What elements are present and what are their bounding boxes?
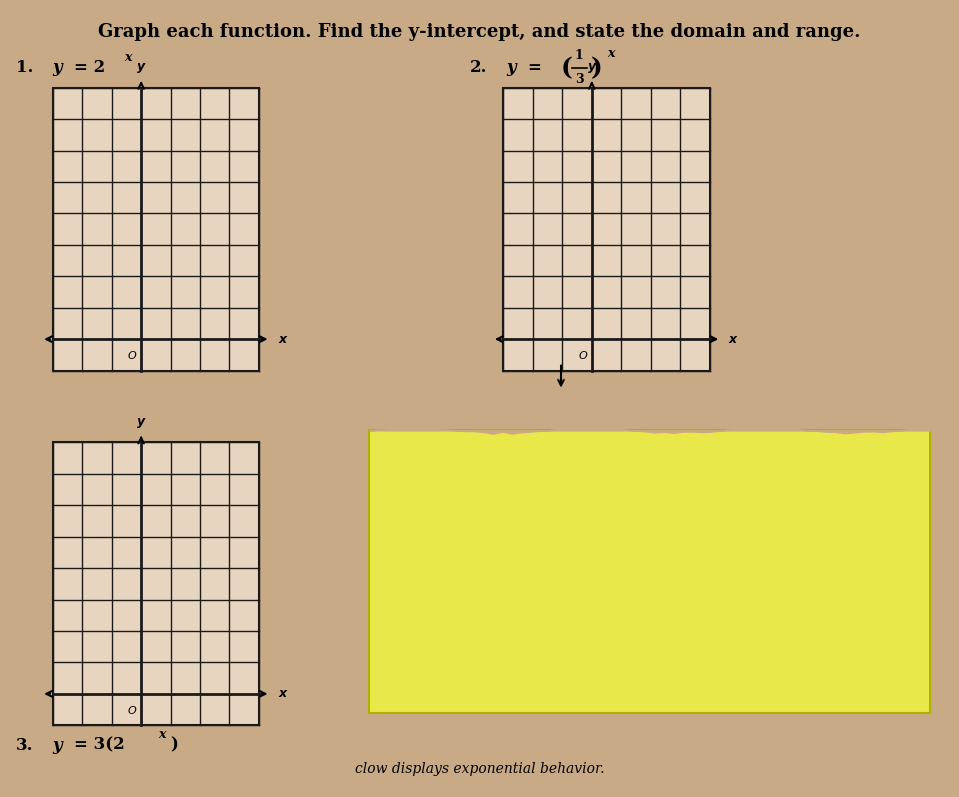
Text: y: y <box>137 415 145 428</box>
Text: = 2: = 2 <box>74 59 105 77</box>
Bar <box>503 88 710 371</box>
Text: x: x <box>158 728 166 741</box>
Text: ): ) <box>170 736 177 754</box>
Text: O: O <box>578 351 587 362</box>
Text: 3.: 3. <box>16 736 34 754</box>
Bar <box>53 442 259 725</box>
Bar <box>53 88 259 371</box>
Text: y: y <box>53 736 62 754</box>
Text: 2.: 2. <box>470 59 487 77</box>
Text: x: x <box>729 332 737 346</box>
Text: x: x <box>607 47 615 60</box>
Text: x: x <box>278 332 286 346</box>
Text: = 3(2: = 3(2 <box>74 736 125 754</box>
Text: 1.: 1. <box>16 59 34 77</box>
Text: =: = <box>527 59 541 77</box>
Text: (: ( <box>561 56 573 80</box>
Text: x: x <box>125 51 132 64</box>
Text: ): ) <box>591 56 602 80</box>
Bar <box>369 430 930 713</box>
Text: x: x <box>278 687 286 701</box>
Text: y: y <box>53 59 62 77</box>
Text: Graph each function. Find the y-intercept, and state the domain and range.: Graph each function. Find the y-intercep… <box>98 23 861 41</box>
Text: clow displays exponential behavior.: clow displays exponential behavior. <box>355 762 604 776</box>
Text: O: O <box>128 351 136 362</box>
Text: y: y <box>588 61 596 73</box>
Text: y: y <box>506 59 516 77</box>
Bar <box>53 442 259 725</box>
Text: 3: 3 <box>575 73 583 86</box>
Bar <box>503 88 710 371</box>
Text: y: y <box>137 61 145 73</box>
Text: 1: 1 <box>574 49 584 62</box>
Bar <box>53 88 259 371</box>
Text: O: O <box>128 706 136 717</box>
